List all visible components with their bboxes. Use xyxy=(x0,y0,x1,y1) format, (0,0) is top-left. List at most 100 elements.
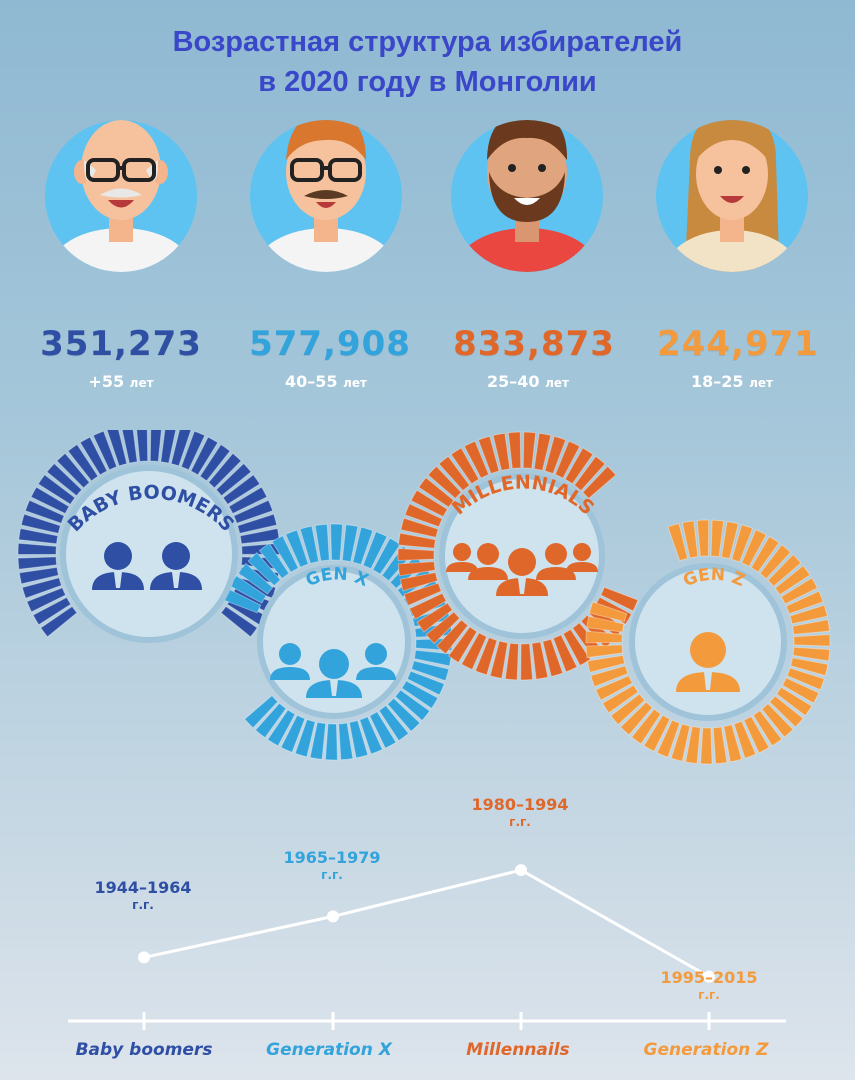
ring-segment xyxy=(409,592,447,620)
data-point xyxy=(515,864,527,877)
ring-segment xyxy=(160,430,177,464)
ring-segment xyxy=(531,641,549,680)
ring-segment xyxy=(17,556,58,570)
avatar-gen-z xyxy=(656,120,808,272)
ring-segment xyxy=(681,520,699,559)
ring-segment xyxy=(299,525,320,565)
ring-segment xyxy=(394,689,431,722)
ring-segment xyxy=(463,440,490,479)
ring-segment xyxy=(731,524,754,563)
ring-segment xyxy=(247,551,282,587)
ring-segment xyxy=(266,709,296,747)
ring-segment xyxy=(399,571,439,592)
ring-segment xyxy=(21,577,63,599)
ring-segment xyxy=(413,649,452,667)
age-range: 18–25 xyxy=(691,372,744,391)
ring-segment xyxy=(743,715,770,754)
ring-segment xyxy=(348,719,369,759)
ring-segment xyxy=(222,474,261,505)
ring-segment xyxy=(180,430,206,471)
ring-segment xyxy=(236,513,278,534)
ring-segment xyxy=(40,605,78,638)
ring-segment xyxy=(37,474,76,505)
ring-segment xyxy=(30,486,70,515)
ring-segment xyxy=(136,430,149,463)
title-line-2: в 2020 году в Монголии xyxy=(258,66,597,98)
ring-segment xyxy=(775,686,813,717)
ring-segment xyxy=(712,726,728,765)
ring-segment xyxy=(228,486,268,515)
ring-segment xyxy=(18,566,60,585)
person-icon-gen-z xyxy=(676,632,740,692)
avatar-millennial xyxy=(451,120,603,272)
series-line xyxy=(143,868,710,978)
value-millennials: 833,873 xyxy=(453,324,615,364)
ring-segment xyxy=(670,723,691,762)
ring-segment xyxy=(233,499,274,524)
ring-segment xyxy=(324,723,339,761)
ring-segment xyxy=(56,452,91,489)
age-gen-x: 40–55 лет xyxy=(226,372,426,391)
ring-segment xyxy=(767,553,802,588)
ring-segment xyxy=(562,628,592,667)
ring-segment xyxy=(20,513,62,534)
data-point xyxy=(327,910,339,923)
ring-gen-z xyxy=(585,519,831,765)
period-gen-x: 1965–1979 г.г. xyxy=(252,848,412,882)
ring-segment xyxy=(32,596,72,626)
ring-segment xyxy=(372,537,402,575)
period-millennials: 1980–1994 г.г. xyxy=(440,795,600,829)
age-unit: лет xyxy=(545,376,569,390)
ring-segment xyxy=(504,642,520,681)
ring-segment xyxy=(329,523,344,561)
ring-segments xyxy=(17,430,831,765)
ring-segment xyxy=(190,436,219,476)
ring-segment xyxy=(542,638,564,678)
ring-segment xyxy=(416,602,454,633)
ring-segment xyxy=(460,632,488,671)
ring-segment xyxy=(520,643,534,681)
ring-segment xyxy=(786,667,825,691)
ring-segment xyxy=(338,722,354,761)
ring-segment xyxy=(397,532,437,549)
age-gen-z: 18–25 лет xyxy=(632,372,832,391)
ring-segment xyxy=(791,619,831,635)
ring-segment xyxy=(723,724,743,763)
ring-segment xyxy=(590,665,629,688)
ring-segment xyxy=(438,455,471,492)
ring-segment xyxy=(696,519,710,557)
ring-segment xyxy=(207,452,242,489)
ring-segment xyxy=(239,527,280,545)
ring-segment xyxy=(294,718,316,758)
ring-segment xyxy=(18,527,59,545)
ring-segment xyxy=(26,587,67,613)
avatar-gen-x xyxy=(250,120,402,272)
ring-segment xyxy=(733,720,757,759)
age-range: 40–55 xyxy=(285,372,338,391)
age-baby-boomers: +55 лет xyxy=(21,372,221,391)
ring-segment xyxy=(67,443,99,482)
ring-segment xyxy=(793,633,831,647)
ring-segment xyxy=(586,615,625,633)
x-axis-ticks xyxy=(142,1012,711,1030)
ring-segment xyxy=(450,447,480,485)
ring-segment xyxy=(280,714,306,753)
ring-segment xyxy=(595,675,634,701)
ring-segment xyxy=(106,430,128,467)
generation-rings: BABY BOOMERS GEN X MILLENNIALS GEN Z xyxy=(17,430,831,765)
ring-segment xyxy=(667,522,689,562)
period-suffix: г.г. xyxy=(132,898,154,912)
ring-segment xyxy=(258,542,290,580)
ring-segment xyxy=(362,531,388,570)
line-chart xyxy=(68,864,786,1030)
ring-segment xyxy=(792,646,831,662)
period-years: 1980–1994 xyxy=(471,795,569,814)
ring-segment xyxy=(685,725,701,765)
period-baby-boomers: 1944–1964 г.г. xyxy=(63,878,223,912)
ring-segment xyxy=(149,430,162,463)
ring-segment xyxy=(761,702,794,738)
ring-segment xyxy=(585,630,623,644)
ring-segment xyxy=(768,695,804,728)
ring-segment xyxy=(284,529,309,568)
